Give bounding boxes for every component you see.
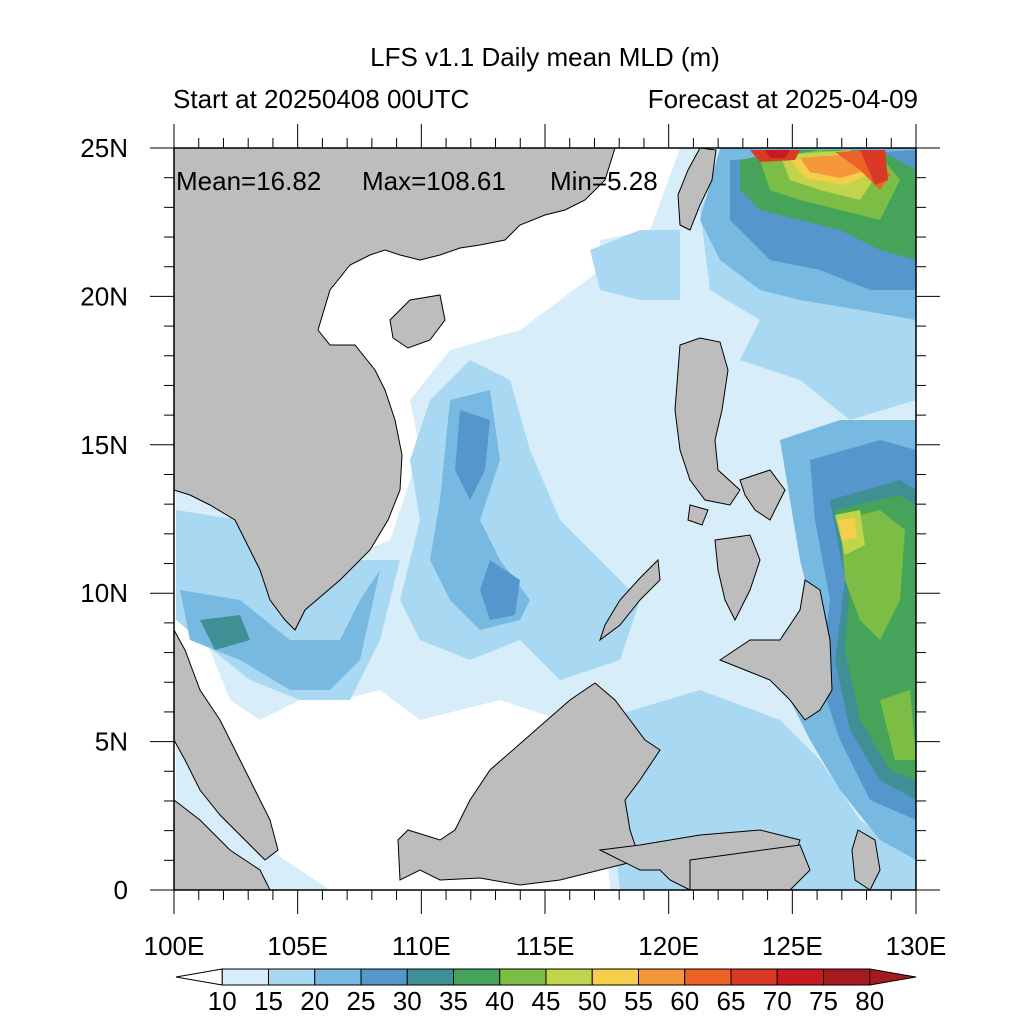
colorbar-box [823,968,871,986]
stat-mean: Mean=16.82 [176,166,321,196]
colorbar-label: 35 [439,986,468,1016]
land-hainan [389,294,446,349]
land-mindoro [687,504,709,526]
mld-shading [176,148,916,890]
lon-tick-label: 110E [392,931,451,961]
land-palawan [599,558,661,642]
lat-tick-label: 20N [80,281,128,311]
lat-tick-label: 5N [95,727,128,757]
lon-tick-label: 115E [516,931,575,961]
start-time-label: Start at 20250408 00UTC [173,84,469,114]
colorbar-box [314,968,362,986]
colorbar-label: 25 [347,986,376,1016]
mld-contour-55b [838,518,857,540]
stat-min: Min=5.28 [550,166,658,196]
colorbar-label: 60 [670,986,699,1016]
colorbar-box [545,968,593,986]
lat-tick-label: 15N [80,430,128,460]
land-samar-leyte [739,469,786,521]
statistics: Mean=16.82 Max=108.61 Min=5.28 [176,166,658,196]
axis-ticks [150,124,940,914]
colorbar-label: 20 [300,986,329,1016]
land-luzon [674,337,741,506]
lat-tick-label: 25N [80,133,128,163]
colorbar-high-triangle [869,968,917,986]
colorbar-label: 55 [624,986,653,1016]
colorbar-box [268,968,316,986]
colorbar-box [221,968,269,986]
mld-contour-45b [880,690,916,760]
lon-tick-label: 130E [886,931,947,961]
colorbar-box [684,968,732,986]
colorbar-label: 15 [254,986,283,1016]
colorbar-box [406,968,454,986]
mld-contour-30 [455,410,490,500]
colorbar-box [776,968,824,986]
colorbar-low-triangle [175,968,223,986]
land-mainland-asia [173,147,616,631]
colorbar-label: 45 [532,986,561,1016]
mld-contour-25b [180,570,380,690]
land [173,147,881,891]
colorbar-label: 75 [809,986,838,1016]
colorbar-box [730,968,778,986]
colorbar-box [360,968,408,986]
land-mindanao [718,579,833,721]
lon-tick-label: 100E [144,931,205,961]
colorbar-label: 50 [578,986,607,1016]
mld-contour-70b [860,150,888,185]
mld-contour-75 [765,150,790,158]
land-borneo [397,682,661,886]
colorbar-label: 30 [393,986,422,1016]
colorbar-label: 40 [485,986,514,1016]
land-sulawesi-north [689,844,811,891]
land-taiwan [677,147,717,231]
colorbar-box [638,968,686,986]
map-title: LFS v1.1 Daily mean MLD (m) [370,42,720,72]
colorbar: 10 15 20 25 30 35 40 45 50 55 60 65 70 75 80 [175,968,917,1016]
land-malay-peninsula [173,629,279,861]
colorbar-label: 65 [717,986,746,1016]
plot-area [173,147,917,891]
lat-axis-labels: 0 5N 10N 15N 20N 25N [80,133,128,905]
colorbar-label: 70 [763,986,792,1016]
lon-tick-label: 120E [638,931,699,961]
lon-tick-label: 125E [762,931,823,961]
colorbar-label: 10 [208,986,237,1016]
lon-tick-label: 105E [267,931,328,961]
colorbar-label: 80 [855,986,884,1016]
lat-tick-label: 10N [80,578,128,608]
stat-max: Max=108.61 [362,166,506,196]
mld-contour-35b [200,615,250,650]
mld-contour-30b [480,560,520,620]
colorbar-box [499,968,547,986]
land-panay-negros [714,534,761,622]
lat-tick-label: 0 [114,875,128,905]
colorbar-box [453,968,501,986]
colorbar-box [591,968,639,986]
forecast-time-label: Forecast at 2025-04-09 [648,84,918,114]
mld-contour-20e [590,230,680,300]
lon-axis-labels: 100E 105E 110E 115E 120E 125E 130E [144,931,947,961]
